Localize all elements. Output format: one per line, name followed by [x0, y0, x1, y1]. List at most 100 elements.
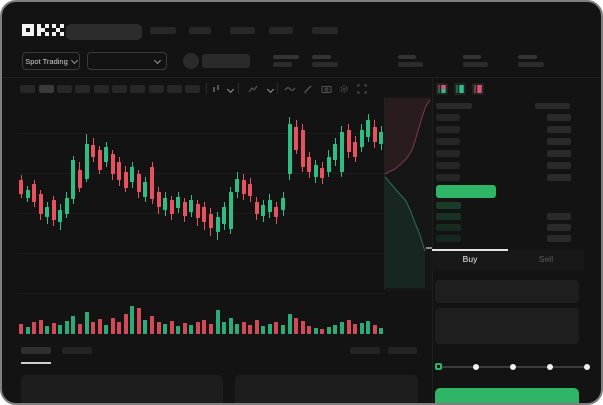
- volume-bar: [189, 325, 194, 334]
- chevron-down-icon[interactable]: [266, 85, 275, 94]
- book-combined-icon[interactable]: [436, 83, 448, 95]
- slider-stop-25[interactable]: [473, 364, 479, 370]
- candlestick-chart[interactable]: [17, 102, 385, 298]
- timeframe-button[interactable]: [185, 85, 200, 93]
- last-price-highlight[interactable]: [436, 185, 496, 198]
- search-input[interactable]: [66, 24, 142, 40]
- volume-bar: [353, 324, 358, 334]
- volume-bar: [64, 321, 69, 334]
- candle-body: [326, 157, 331, 172]
- orders-filter-placeholder[interactable]: [350, 347, 380, 354]
- orders-filter-placeholder[interactable]: [388, 347, 417, 354]
- timeframe-button[interactable]: [20, 85, 35, 93]
- stat-value-placeholder: [312, 62, 338, 67]
- volume-bar: [32, 322, 37, 334]
- timeframe-button[interactable]: [94, 85, 109, 93]
- candle-body: [91, 145, 96, 157]
- panel-divider: [432, 77, 433, 403]
- book-asks-only-icon[interactable]: [472, 83, 484, 95]
- volume-bar: [313, 328, 318, 334]
- indicators-icon[interactable]: [248, 84, 258, 94]
- timeframe-button[interactable]: [75, 85, 90, 93]
- candle-body: [123, 172, 128, 188]
- candle-body: [130, 167, 135, 182]
- nav-item-placeholder[interactable]: [189, 27, 211, 34]
- tab-sell[interactable]: Sell: [538, 254, 554, 264]
- volume-bar: [130, 306, 135, 334]
- candle-body: [77, 170, 82, 188]
- slider-stop-50[interactable]: [510, 364, 516, 370]
- price-value-placeholder: [273, 62, 292, 67]
- candle-body: [261, 205, 266, 216]
- candle-body: [359, 130, 364, 147]
- candle-body: [156, 192, 161, 207]
- chevron-down-icon[interactable]: [226, 85, 235, 94]
- slider-handle[interactable]: [435, 363, 442, 370]
- volume-bar: [156, 322, 161, 334]
- slider-stop-100[interactable]: [584, 364, 590, 370]
- settings-gear-icon[interactable]: [339, 84, 349, 94]
- volume-bar: [333, 325, 338, 334]
- volume-bar: [267, 324, 272, 334]
- nav-item-placeholder[interactable]: [269, 27, 293, 34]
- slider-stop-75[interactable]: [547, 364, 553, 370]
- tab-buy[interactable]: Buy: [462, 254, 478, 264]
- candle-body: [150, 167, 154, 199]
- volume-bar: [71, 316, 76, 334]
- candle-body: [267, 200, 272, 212]
- candle-body: [313, 165, 318, 177]
- candle-body: [215, 217, 220, 232]
- candle-body: [19, 180, 23, 194]
- timeframe-button[interactable]: [57, 85, 72, 93]
- buy-button[interactable]: [435, 388, 579, 403]
- line-tool-icon[interactable]: [284, 84, 296, 94]
- candle-body: [235, 179, 240, 192]
- volume-bar: [176, 326, 181, 334]
- camera-icon[interactable]: [321, 84, 332, 94]
- timeframe-button-active[interactable]: [39, 85, 54, 93]
- volume-bar: [136, 308, 141, 334]
- volume-bar: [163, 324, 168, 334]
- candle-body: [189, 200, 194, 212]
- market-type-select[interactable]: Spot Trading: [22, 52, 80, 70]
- timeframe-button[interactable]: [130, 85, 145, 93]
- candle-body: [241, 180, 246, 194]
- gridline: [17, 293, 385, 294]
- volume-bar: [77, 324, 82, 334]
- volume-bar: [235, 324, 240, 334]
- candle-body: [366, 120, 371, 137]
- gridline: [17, 173, 385, 174]
- volume-bar: [372, 325, 377, 334]
- volume-bar: [25, 327, 30, 334]
- pair-name-placeholder: [202, 54, 250, 68]
- book-bids-only-icon[interactable]: [454, 83, 466, 95]
- nav-item-placeholder[interactable]: [312, 27, 338, 34]
- nav-item-placeholder[interactable]: [230, 27, 255, 34]
- timeframe-button[interactable]: [167, 85, 182, 93]
- chevron-down-icon: [70, 56, 78, 65]
- stat-label-placeholder: [463, 55, 481, 59]
- pair-select[interactable]: [87, 52, 167, 70]
- stat-value-placeholder: [518, 62, 544, 67]
- timeframe-button[interactable]: [149, 85, 164, 93]
- logo-glyph-k: [37, 24, 49, 36]
- candle-body: [222, 207, 227, 224]
- price-input[interactable]: [435, 280, 579, 303]
- candle-body: [333, 144, 338, 160]
- volume-bar: [254, 320, 259, 334]
- candle-body: [143, 182, 148, 197]
- candle-body: [38, 194, 43, 214]
- candle-body: [294, 127, 299, 150]
- candle-body: [195, 204, 200, 218]
- nav-item-placeholder[interactable]: [150, 27, 176, 34]
- volume-bar: [307, 326, 312, 334]
- fullscreen-icon[interactable]: [357, 84, 367, 94]
- draw-pencil-icon[interactable]: [303, 84, 313, 94]
- orders-tab[interactable]: [62, 347, 92, 354]
- chart-type-icon[interactable]: [211, 84, 221, 94]
- timeframe-button[interactable]: [112, 85, 127, 93]
- amount-input[interactable]: [435, 308, 579, 344]
- volume-bar: [202, 320, 207, 334]
- orders-tab-active[interactable]: [21, 347, 51, 354]
- gridline: [17, 253, 385, 254]
